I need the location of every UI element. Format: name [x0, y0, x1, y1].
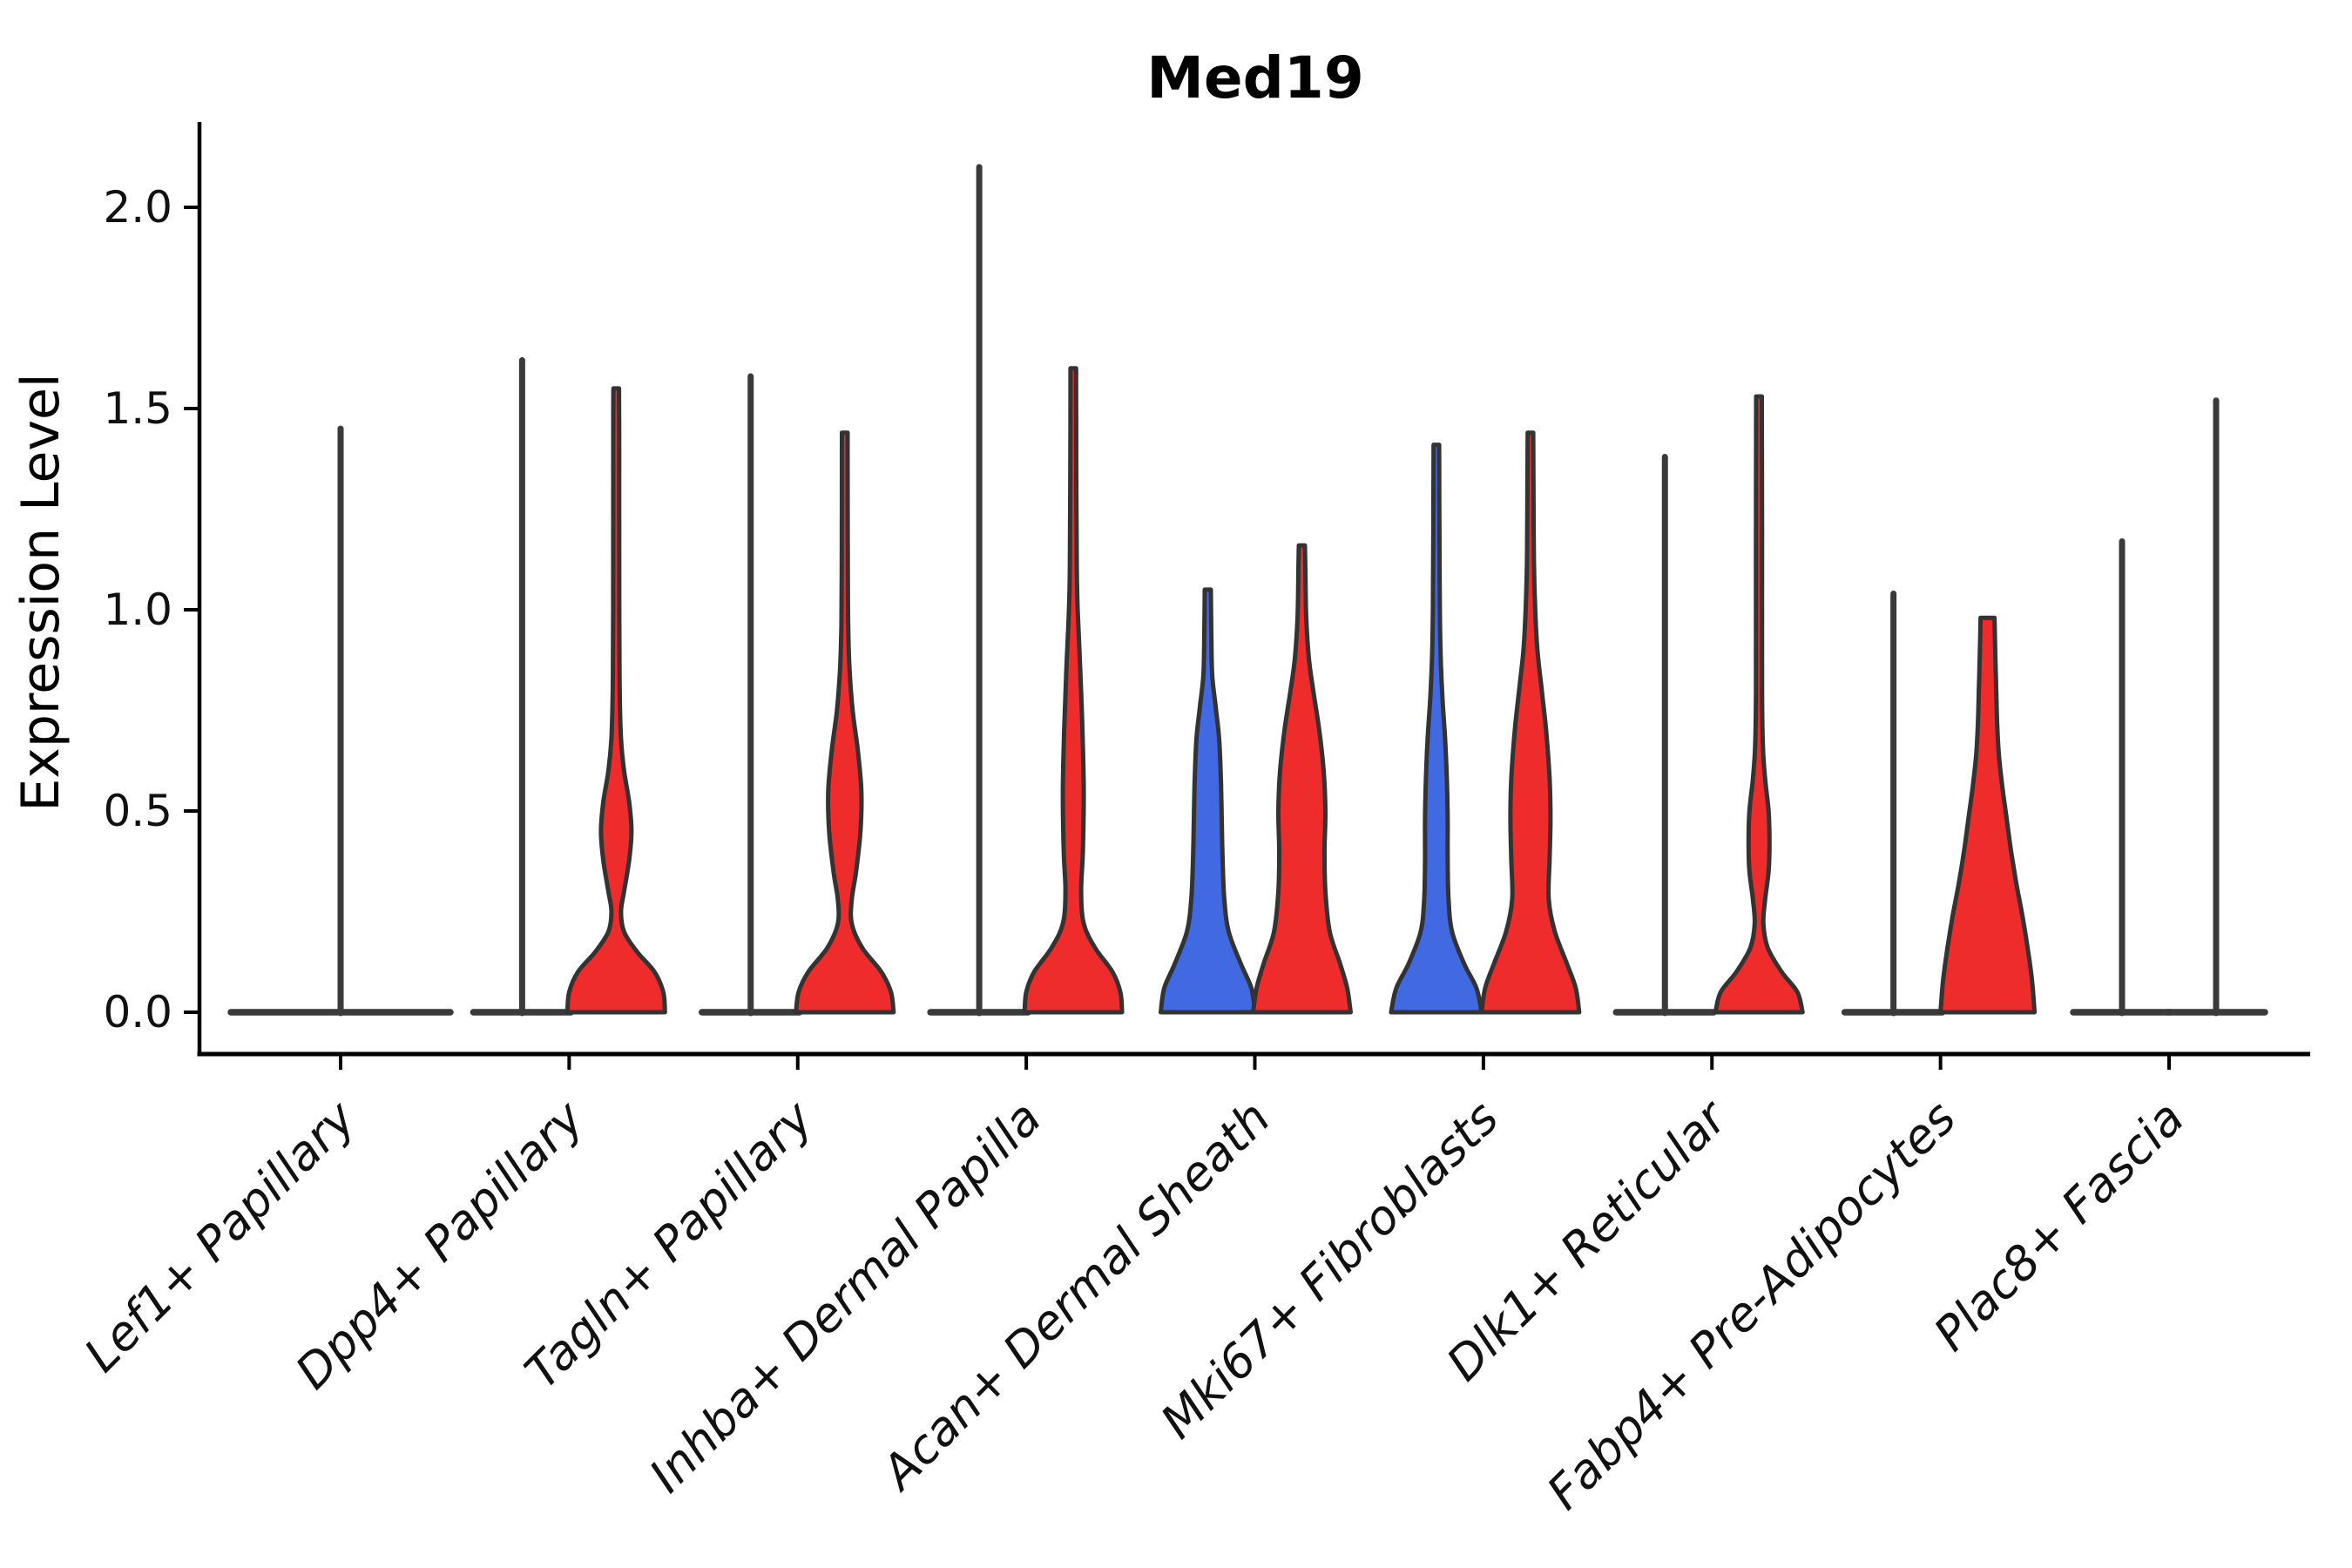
y-tick-label: 1.5 [103, 383, 172, 434]
y-axis-label: Expression Level [10, 373, 71, 811]
violin-body-blue [1389, 443, 1484, 1015]
violin-body-blue [1159, 587, 1257, 1015]
chart-title: Med19 [1146, 44, 1364, 112]
x-tick-label: Inhba+ Dermal Papilla [639, 1091, 1051, 1504]
y-tick-label: 2.0 [103, 182, 172, 233]
violin-body-red [794, 430, 896, 1015]
violin-body-red [564, 386, 667, 1015]
y-tick-label: 0.0 [103, 987, 172, 1037]
violin-body-red [1251, 543, 1353, 1015]
y-tick-label: 0.5 [103, 786, 172, 836]
x-tick-label: Fabp4+ Pre-Adipocytes [1537, 1091, 1966, 1520]
x-tick-label: Acan+ Dermal Sheath [869, 1091, 1281, 1502]
violin-body-red [1713, 394, 1805, 1015]
violin-body-red [1022, 366, 1125, 1015]
y-tick-label: 1.0 [103, 585, 172, 635]
violin-body-red [1479, 430, 1582, 1015]
violin-body-red [1938, 615, 2038, 1015]
